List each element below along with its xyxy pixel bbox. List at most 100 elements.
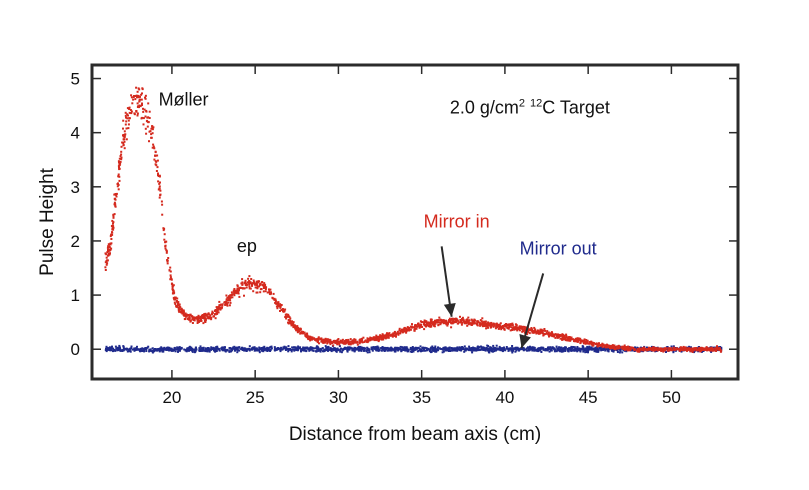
- mirror-in-point: [354, 340, 357, 343]
- mirror-in-point: [464, 320, 467, 323]
- mirror-in-point: [638, 349, 641, 352]
- mirror-in-point: [465, 320, 468, 323]
- mirror-in-point: [202, 322, 205, 325]
- mirror-in-point: [256, 284, 258, 287]
- mirror-in-point: [139, 105, 142, 108]
- mirror-in-point: [245, 282, 248, 285]
- mirror-in-point: [602, 344, 605, 347]
- mirror-out-point: [334, 348, 336, 351]
- mirror-out-point: [265, 348, 268, 350]
- mirror-in-point: [225, 300, 228, 303]
- mirror-in-point: [684, 347, 687, 349]
- mirror-out-point: [392, 348, 395, 351]
- mirror-in-point: [538, 332, 540, 335]
- mirror-in-point: [483, 320, 486, 323]
- mirror-out-point: [352, 348, 355, 351]
- mirror-out-point: [498, 348, 501, 351]
- mirror-out-point: [218, 349, 221, 352]
- mirror-in-point: [704, 348, 707, 351]
- mirror-in-point: [662, 350, 665, 353]
- mirror-in-point: [258, 285, 261, 288]
- mirror-in-point: [176, 301, 179, 304]
- mirror-in-point: [126, 107, 129, 110]
- mirror-in-point: [554, 336, 557, 339]
- mirror-in-point: [127, 114, 129, 117]
- mirror-out-point: [425, 347, 428, 350]
- mirror-out-point: [380, 347, 383, 349]
- mirror-in-point: [448, 320, 451, 323]
- mirror-in-point: [228, 295, 231, 298]
- mirror-in-point: [105, 263, 108, 266]
- mirror-out-point: [199, 349, 202, 352]
- mirror-in-point: [632, 346, 635, 349]
- mirror-in-point: [455, 318, 458, 321]
- mirror-in-point: [396, 330, 399, 333]
- mirror-out-point: [595, 348, 598, 350]
- mirror-in-point: [697, 348, 700, 351]
- mirror-in-point: [419, 320, 422, 323]
- mirror-in-point: [187, 318, 190, 321]
- mirror-out-point: [293, 349, 296, 352]
- mirror-in-point: [152, 143, 155, 146]
- mirror-out-point: [458, 346, 461, 349]
- mirror-in-point: [248, 283, 251, 286]
- mirror-in-point: [419, 324, 422, 326]
- mirror-out-point: [448, 349, 451, 352]
- mirror-in-point: [337, 340, 340, 343]
- mirror-in-point: [437, 319, 440, 322]
- mirror-out-point: [573, 346, 576, 349]
- mirror-in-point: [268, 290, 271, 293]
- mirror-out-point: [228, 347, 231, 349]
- mirror-out-point: [461, 346, 464, 349]
- mirror-in-point: [484, 320, 487, 323]
- mirror-out-point: [350, 347, 353, 350]
- mirror-out-point: [133, 347, 136, 350]
- mirror-in-point: [495, 322, 498, 325]
- mirror-in-point: [438, 316, 441, 319]
- mirror-in-point: [145, 132, 148, 135]
- mirror-out-point: [605, 348, 608, 351]
- mirror-in-point: [476, 320, 479, 323]
- mirror-in-point: [262, 283, 265, 286]
- mirror-in-point: [330, 340, 332, 343]
- mirror-out-point: [598, 347, 601, 349]
- mirror-in-point: [233, 294, 236, 297]
- mirror-in-point: [233, 288, 236, 290]
- mirror-in-point: [268, 288, 270, 291]
- mirror-out-point: [111, 347, 114, 350]
- mirror-out-point: [148, 350, 151, 353]
- mirror-out-point: [160, 346, 163, 349]
- mirror-out-point: [143, 349, 145, 352]
- mirror-in-point: [143, 108, 146, 111]
- mirror-out-point: [305, 350, 308, 353]
- mirror-in-point: [366, 340, 369, 343]
- mirror-in-point: [495, 324, 498, 327]
- mirror-in-point: [636, 350, 639, 353]
- mirror-in-point: [397, 333, 400, 336]
- mirror-out-point: [325, 346, 328, 349]
- mirror-in-point: [270, 291, 272, 294]
- mirror-out-point: [108, 349, 111, 352]
- mirror-out-point: [319, 349, 322, 351]
- mirror-in-point: [224, 301, 227, 304]
- mirror-out-point: [359, 347, 362, 350]
- mirror-in-point: [373, 338, 376, 341]
- mirror-out-point: [454, 349, 457, 352]
- mirror-in-point: [202, 317, 205, 320]
- mirror-out-point: [544, 348, 547, 350]
- mirror-out-point: [475, 349, 477, 352]
- mirror-in-point: [111, 228, 114, 231]
- mirror-in-point: [297, 326, 300, 329]
- mirror-in-point: [146, 119, 149, 122]
- mirror-in-point: [699, 347, 702, 350]
- mirror-in-point: [673, 346, 675, 349]
- mirror-out-point: [514, 350, 517, 353]
- mirror-out-point: [484, 349, 487, 352]
- mirror-in-point: [196, 319, 199, 322]
- mirror-out-point: [492, 344, 495, 347]
- mirror-in-point: [555, 335, 558, 338]
- mirror-out-point: [510, 347, 513, 350]
- mirror-in-point: [329, 343, 332, 346]
- mirror-in-point: [536, 329, 539, 332]
- mirror-in-point: [284, 316, 287, 318]
